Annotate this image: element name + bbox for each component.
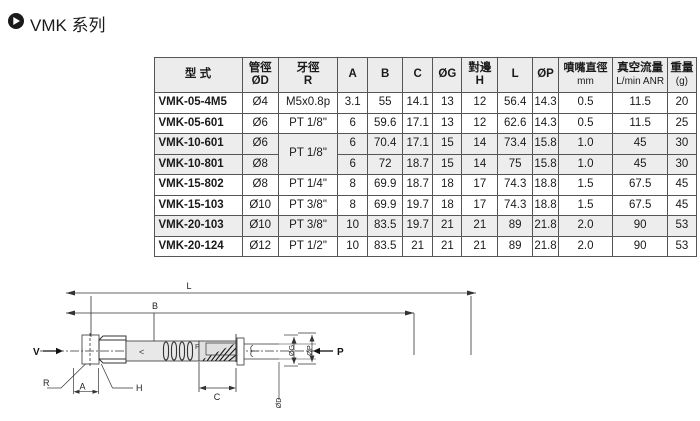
svg-text:V: V	[33, 347, 40, 358]
svg-text:ØG: ØG	[287, 345, 296, 357]
svg-text:C: C	[214, 392, 221, 402]
svg-text:<: <	[139, 347, 144, 357]
svg-text:R: R	[43, 378, 50, 388]
svg-text:ØP: ØP	[305, 345, 314, 356]
svg-text:L: L	[186, 281, 191, 291]
svg-text:B: B	[152, 301, 158, 311]
svg-text:ØD: ØD	[276, 398, 283, 409]
svg-text:H: H	[136, 383, 143, 393]
svg-text:P: P	[337, 347, 344, 358]
svg-text:A: A	[79, 382, 85, 392]
